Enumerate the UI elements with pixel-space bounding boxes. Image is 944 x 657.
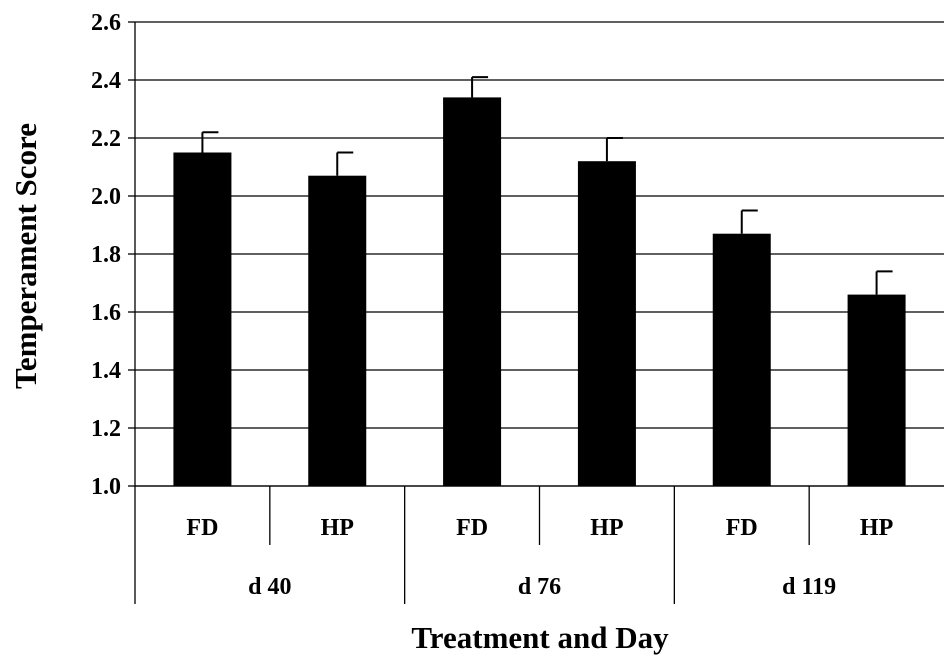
y-tick-label: 1.8	[91, 242, 121, 268]
bar	[712, 233, 771, 486]
bars	[173, 76, 906, 487]
y-tick-label: 1.0	[91, 474, 121, 500]
x-category-label: HP	[321, 515, 354, 541]
y-tick-labels: 1.0 1.2 1.4 1.6 1.8 2.0 2.2 2.4 2.6	[91, 10, 121, 500]
gridlines	[128, 21, 944, 487]
axes	[134, 22, 944, 604]
bar	[308, 175, 367, 486]
y-tick-label: 1.6	[91, 300, 121, 326]
x-category-label: HP	[590, 515, 623, 541]
bar	[847, 294, 906, 486]
y-tick-label: 1.2	[91, 416, 121, 442]
x-category-label: FD	[186, 515, 218, 541]
x-axis-title: Treatment and Day	[411, 620, 669, 655]
x-category-label: HP	[860, 515, 893, 541]
x-group-label: d 76	[518, 574, 561, 600]
x-category-label: FD	[726, 515, 758, 541]
x-group-label: d 40	[248, 574, 291, 600]
y-tick-label: 2.6	[91, 10, 121, 36]
y-tick-label: 2.0	[91, 184, 121, 210]
y-tick-label: 2.4	[91, 68, 121, 94]
x-category-labels: FD HP FD HP FD HP d 40 d 76 d 119	[186, 515, 893, 600]
bar	[173, 152, 232, 486]
y-tick-label: 1.4	[91, 358, 121, 384]
y-axis-title: Temperament Score	[8, 123, 43, 389]
x-category-label: FD	[456, 515, 488, 541]
bar	[443, 97, 502, 487]
y-tick-label: 2.2	[91, 126, 121, 152]
x-group-label: d 119	[782, 574, 836, 600]
bar	[577, 161, 636, 486]
